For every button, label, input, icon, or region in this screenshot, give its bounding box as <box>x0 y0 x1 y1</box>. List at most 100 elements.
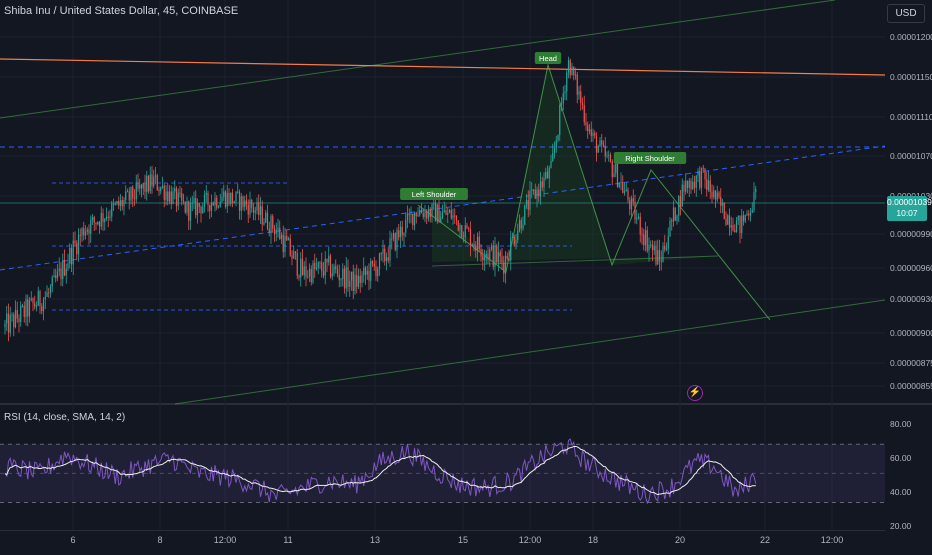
candle-body <box>301 258 304 276</box>
candle-body <box>16 309 18 319</box>
candle-body <box>545 171 547 179</box>
candle-body <box>177 192 179 206</box>
candle-body <box>706 179 708 191</box>
candle-body <box>646 230 648 251</box>
candle-body <box>357 276 360 287</box>
candle-body <box>581 103 584 105</box>
candle-body <box>504 255 507 274</box>
candle-body <box>496 245 498 263</box>
candle-body <box>368 270 370 281</box>
candle-body <box>671 220 673 222</box>
candle-body <box>674 207 676 221</box>
price-axis-label: 0.00000875 <box>890 358 932 368</box>
candle-body <box>539 181 542 197</box>
candle-body <box>461 225 463 238</box>
candle-body <box>615 163 617 174</box>
candle-body <box>625 189 627 192</box>
rsi-indicator-title[interactable]: RSI (14, close, SMA, 14, 2) <box>4 412 126 423</box>
candle-body <box>233 201 235 204</box>
candle-body <box>259 206 262 215</box>
currency-button[interactable]: USD <box>887 4 925 23</box>
time-axis-label: 6 <box>70 535 75 545</box>
channel-lower-line <box>174 299 886 405</box>
candle-body <box>226 192 228 207</box>
candle-body <box>749 212 752 216</box>
candle-body <box>434 203 437 222</box>
lightning-icon[interactable]: ⚡ <box>687 385 703 401</box>
candle-body <box>636 218 638 220</box>
candle-body <box>214 197 216 206</box>
pattern-label-box <box>400 188 468 200</box>
candle-body <box>405 219 407 233</box>
candle-body <box>32 298 34 304</box>
candle-body <box>340 279 342 281</box>
candle-body <box>174 188 176 192</box>
candle-body <box>697 171 699 176</box>
candle-body <box>380 253 382 255</box>
candle-body <box>179 192 181 194</box>
candle-body <box>608 154 610 156</box>
candle-body <box>74 240 76 244</box>
candle-body <box>567 60 570 73</box>
candle-body <box>396 230 398 251</box>
time-axis-label: 12:00 <box>214 535 237 545</box>
candle-body <box>27 299 29 317</box>
candle-body <box>198 203 200 207</box>
candle-body <box>639 216 641 235</box>
candle-body <box>651 244 654 251</box>
rsi-ma-line <box>4 446 756 496</box>
time-axis-label: 20 <box>675 535 685 545</box>
candle-body <box>175 188 178 206</box>
time-axis-border <box>0 530 885 531</box>
candle-body <box>503 262 505 274</box>
candle-body <box>473 244 475 246</box>
time-axis-label: 15 <box>458 535 468 545</box>
candle-body <box>154 175 157 177</box>
candle-body <box>515 240 517 245</box>
candle-body <box>665 248 668 250</box>
candle-body <box>308 268 311 277</box>
candle-body <box>518 220 521 231</box>
candle-body <box>76 243 78 255</box>
candle-body <box>270 216 272 234</box>
time-axis-label: 12:00 <box>821 535 844 545</box>
candle-body <box>219 201 221 207</box>
candle-body <box>578 91 580 95</box>
candle-body <box>683 184 685 192</box>
candle-body <box>403 232 405 236</box>
candle-body <box>707 180 710 191</box>
candle-body <box>170 191 172 204</box>
candle-body <box>88 229 90 234</box>
candle-body <box>118 201 120 206</box>
candle-body <box>721 202 724 206</box>
candle-body <box>209 204 211 211</box>
channel-upper-line <box>0 0 836 119</box>
pattern-label-text: Right Shoulder <box>625 154 675 163</box>
candle-body <box>247 204 249 215</box>
candle-body <box>42 299 45 312</box>
candle-body <box>282 234 284 253</box>
candle-body <box>98 222 101 227</box>
candle-body <box>412 213 414 226</box>
candle-body <box>489 249 491 260</box>
candle-body <box>727 215 729 225</box>
candle-body <box>536 189 538 199</box>
time-axis-label: 22 <box>760 535 770 545</box>
candle-body <box>440 217 442 223</box>
candle-body <box>100 212 102 227</box>
candle-body <box>574 74 577 76</box>
candle-body <box>590 129 592 137</box>
candle-body <box>744 214 746 222</box>
candle-body <box>438 204 440 223</box>
candle-body <box>354 274 356 292</box>
candle-body <box>322 271 325 276</box>
candle-body <box>186 201 188 213</box>
candle-body <box>349 280 351 287</box>
candle-body <box>548 167 550 179</box>
candle-body <box>392 233 395 239</box>
candle-body <box>676 215 678 221</box>
last-price-value: 0.00001039 <box>887 197 932 207</box>
price-axis-label: 0.00001110 <box>890 112 932 122</box>
